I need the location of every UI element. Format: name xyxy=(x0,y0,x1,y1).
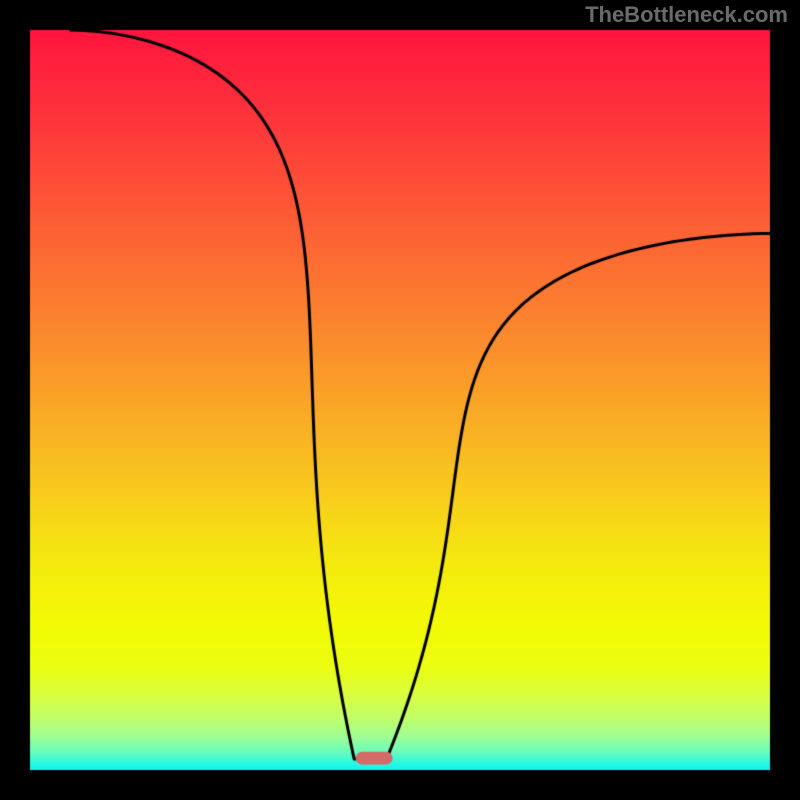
chart-container: TheBottleneck.com xyxy=(0,0,800,800)
watermark-text: TheBottleneck.com xyxy=(585,2,788,28)
bottleneck-chart-canvas xyxy=(0,0,800,800)
